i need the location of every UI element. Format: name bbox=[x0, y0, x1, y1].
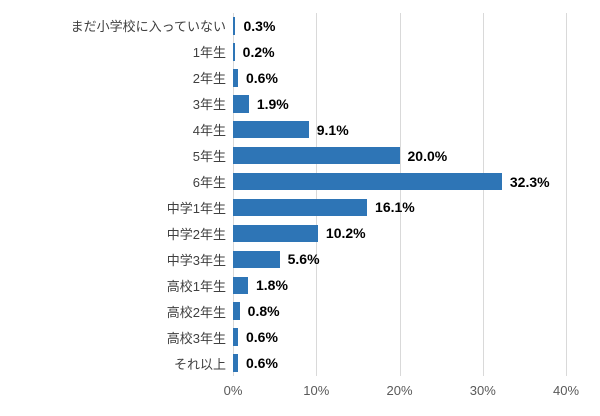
bar bbox=[233, 43, 235, 61]
gridline bbox=[233, 13, 234, 376]
category-label: 6年生 bbox=[192, 175, 226, 191]
value-label: 1.8% bbox=[255, 277, 288, 294]
value-label: 5.6% bbox=[287, 251, 320, 268]
value-label: 10.2% bbox=[325, 225, 366, 242]
category-label: 1年生 bbox=[192, 45, 226, 61]
gridline bbox=[566, 13, 567, 376]
gridline bbox=[482, 13, 484, 376]
bar bbox=[233, 276, 248, 294]
category-label: 3年生 bbox=[192, 97, 226, 113]
category-label: 中学2年生 bbox=[166, 226, 226, 242]
gridline bbox=[316, 13, 318, 376]
x-tick-label: 30% bbox=[469, 383, 496, 398]
x-tick-label: 40% bbox=[552, 383, 580, 398]
category-label: 2年生 bbox=[192, 71, 226, 87]
value-label: 32.3% bbox=[509, 173, 550, 190]
category-label: 中学1年生 bbox=[166, 200, 226, 216]
x-tick-label: 20% bbox=[386, 383, 413, 398]
category-label: 高校3年生 bbox=[166, 330, 226, 346]
x-tick-label: 0% bbox=[223, 383, 243, 398]
value-label: 1.9% bbox=[256, 95, 289, 112]
category-label: それ以上 bbox=[173, 356, 226, 372]
category-label: まだ小学校に入っていない bbox=[70, 19, 226, 35]
bar bbox=[233, 146, 400, 165]
bar bbox=[233, 224, 318, 243]
bar bbox=[233, 95, 249, 113]
x-tick-label: 10% bbox=[303, 383, 330, 398]
value-label: 0.3% bbox=[243, 17, 276, 34]
bar bbox=[233, 69, 238, 87]
value-label: 0.6% bbox=[245, 329, 278, 346]
category-label: 5年生 bbox=[192, 149, 226, 165]
category-label: 中学3年生 bbox=[166, 252, 226, 268]
bar bbox=[233, 120, 309, 139]
value-label: 9.1% bbox=[316, 121, 349, 138]
value-label: 20.0% bbox=[407, 147, 448, 164]
value-label: 0.6% bbox=[245, 355, 278, 372]
bar bbox=[233, 17, 236, 35]
value-label: 0.2% bbox=[242, 43, 275, 60]
category-label: 高校1年生 bbox=[166, 278, 226, 294]
value-label: 16.1% bbox=[375, 199, 415, 216]
bar bbox=[233, 328, 238, 346]
value-label: 0.8% bbox=[247, 303, 280, 320]
value-label: 0.6% bbox=[245, 69, 278, 86]
category-label: 4年生 bbox=[192, 123, 226, 139]
bar bbox=[233, 172, 502, 191]
bar bbox=[233, 198, 368, 217]
bar bbox=[233, 354, 238, 372]
category-label: 高校2年生 bbox=[166, 304, 226, 320]
bar bbox=[233, 250, 280, 269]
bar bbox=[233, 302, 240, 320]
gridline bbox=[399, 13, 401, 376]
